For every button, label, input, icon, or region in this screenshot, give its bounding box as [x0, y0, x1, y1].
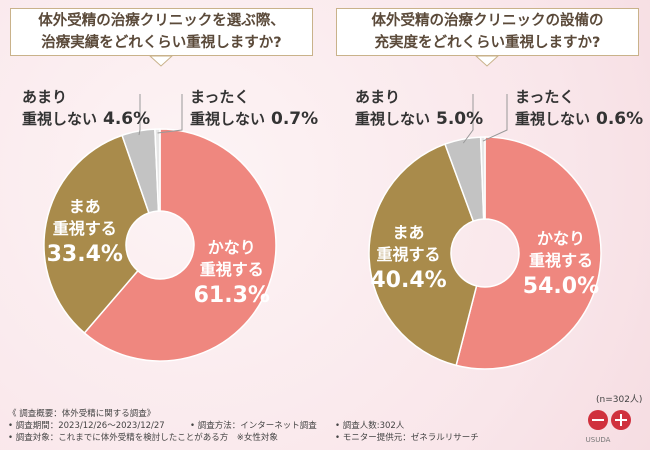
title-pointer [148, 55, 174, 67]
slice-label: かなり 重視する 61.3% [194, 237, 270, 307]
footer-item: • 調査方法：インターネット調査 [190, 421, 317, 431]
value-label: 61.3% [193, 282, 270, 308]
pie-slice [154, 128, 161, 212]
pie-slice [455, 136, 602, 370]
title-pointer [474, 55, 500, 67]
logo-text: USUDA [586, 436, 611, 444]
leader-line [462, 94, 474, 144]
value-label: 40.4% [370, 267, 447, 293]
slice-label: かなり 重視する 54.0% [523, 228, 599, 298]
category-label: あまり 重視しない [22, 88, 98, 128]
footer-item: • 調査期間：2023/12/26〜2023/12/27 [8, 421, 165, 431]
value-label: 54.0% [522, 273, 600, 299]
footer-item: • モニター提供元：ゼネラルリサーチ [335, 433, 479, 443]
pie-slice [479, 136, 486, 220]
slice-label: あまり 重視しない 4.6% [22, 86, 150, 130]
leader-line [482, 94, 508, 142]
pie-slice [368, 143, 478, 367]
category-label: あまり 重視しない [355, 88, 431, 128]
category-label: まったく 重視しない [515, 88, 591, 128]
pie-slice [83, 128, 277, 362]
logo-mark [592, 419, 604, 421]
pie-slice [43, 134, 150, 335]
slice-label: まったく 重視しない 0.7% [190, 86, 318, 130]
slice-label: まあ 重視する 40.4% [370, 222, 446, 292]
footer-item: • 調査人数:302人 [335, 421, 405, 431]
category-label: まったく 重視しない [190, 88, 266, 128]
sample-size: (n=302人) [596, 395, 643, 405]
leader-line [157, 94, 183, 134]
value-label: 33.4% [46, 241, 123, 267]
category-label: かなり 重視する [528, 228, 593, 270]
value-label: 0.7% [271, 109, 319, 129]
category-label: まあ 重視する [52, 196, 117, 238]
slice-label: まったく 重視しない 0.6% [515, 86, 643, 130]
slice-label: あまり 重視しない 5.0% [355, 86, 483, 130]
chart-title: 体外受精の治療クリニックの設備の 充実度をどれくらい重視しますか? [336, 8, 639, 56]
category-label: かなり 重視する [199, 237, 264, 279]
value-label: 5.0% [436, 109, 484, 129]
chart-title: 体外受精の治療クリニックを選ぶ際、 治療実績をどれくらい重視しますか? [10, 8, 313, 56]
value-label: 4.6% [103, 109, 151, 129]
logo-mark [620, 414, 622, 426]
category-label: まあ 重視する [376, 222, 441, 264]
footer-heading: 《 調査概要：体外受精に関する調査》 [8, 409, 156, 419]
value-label: 0.6% [596, 109, 644, 129]
leader-line [138, 94, 141, 136]
footer-item: • 調査対象：これまでに体外受精を検討したことがある方 ※女性対象 [8, 433, 278, 443]
slice-label: まあ 重視する 33.4% [47, 196, 123, 266]
